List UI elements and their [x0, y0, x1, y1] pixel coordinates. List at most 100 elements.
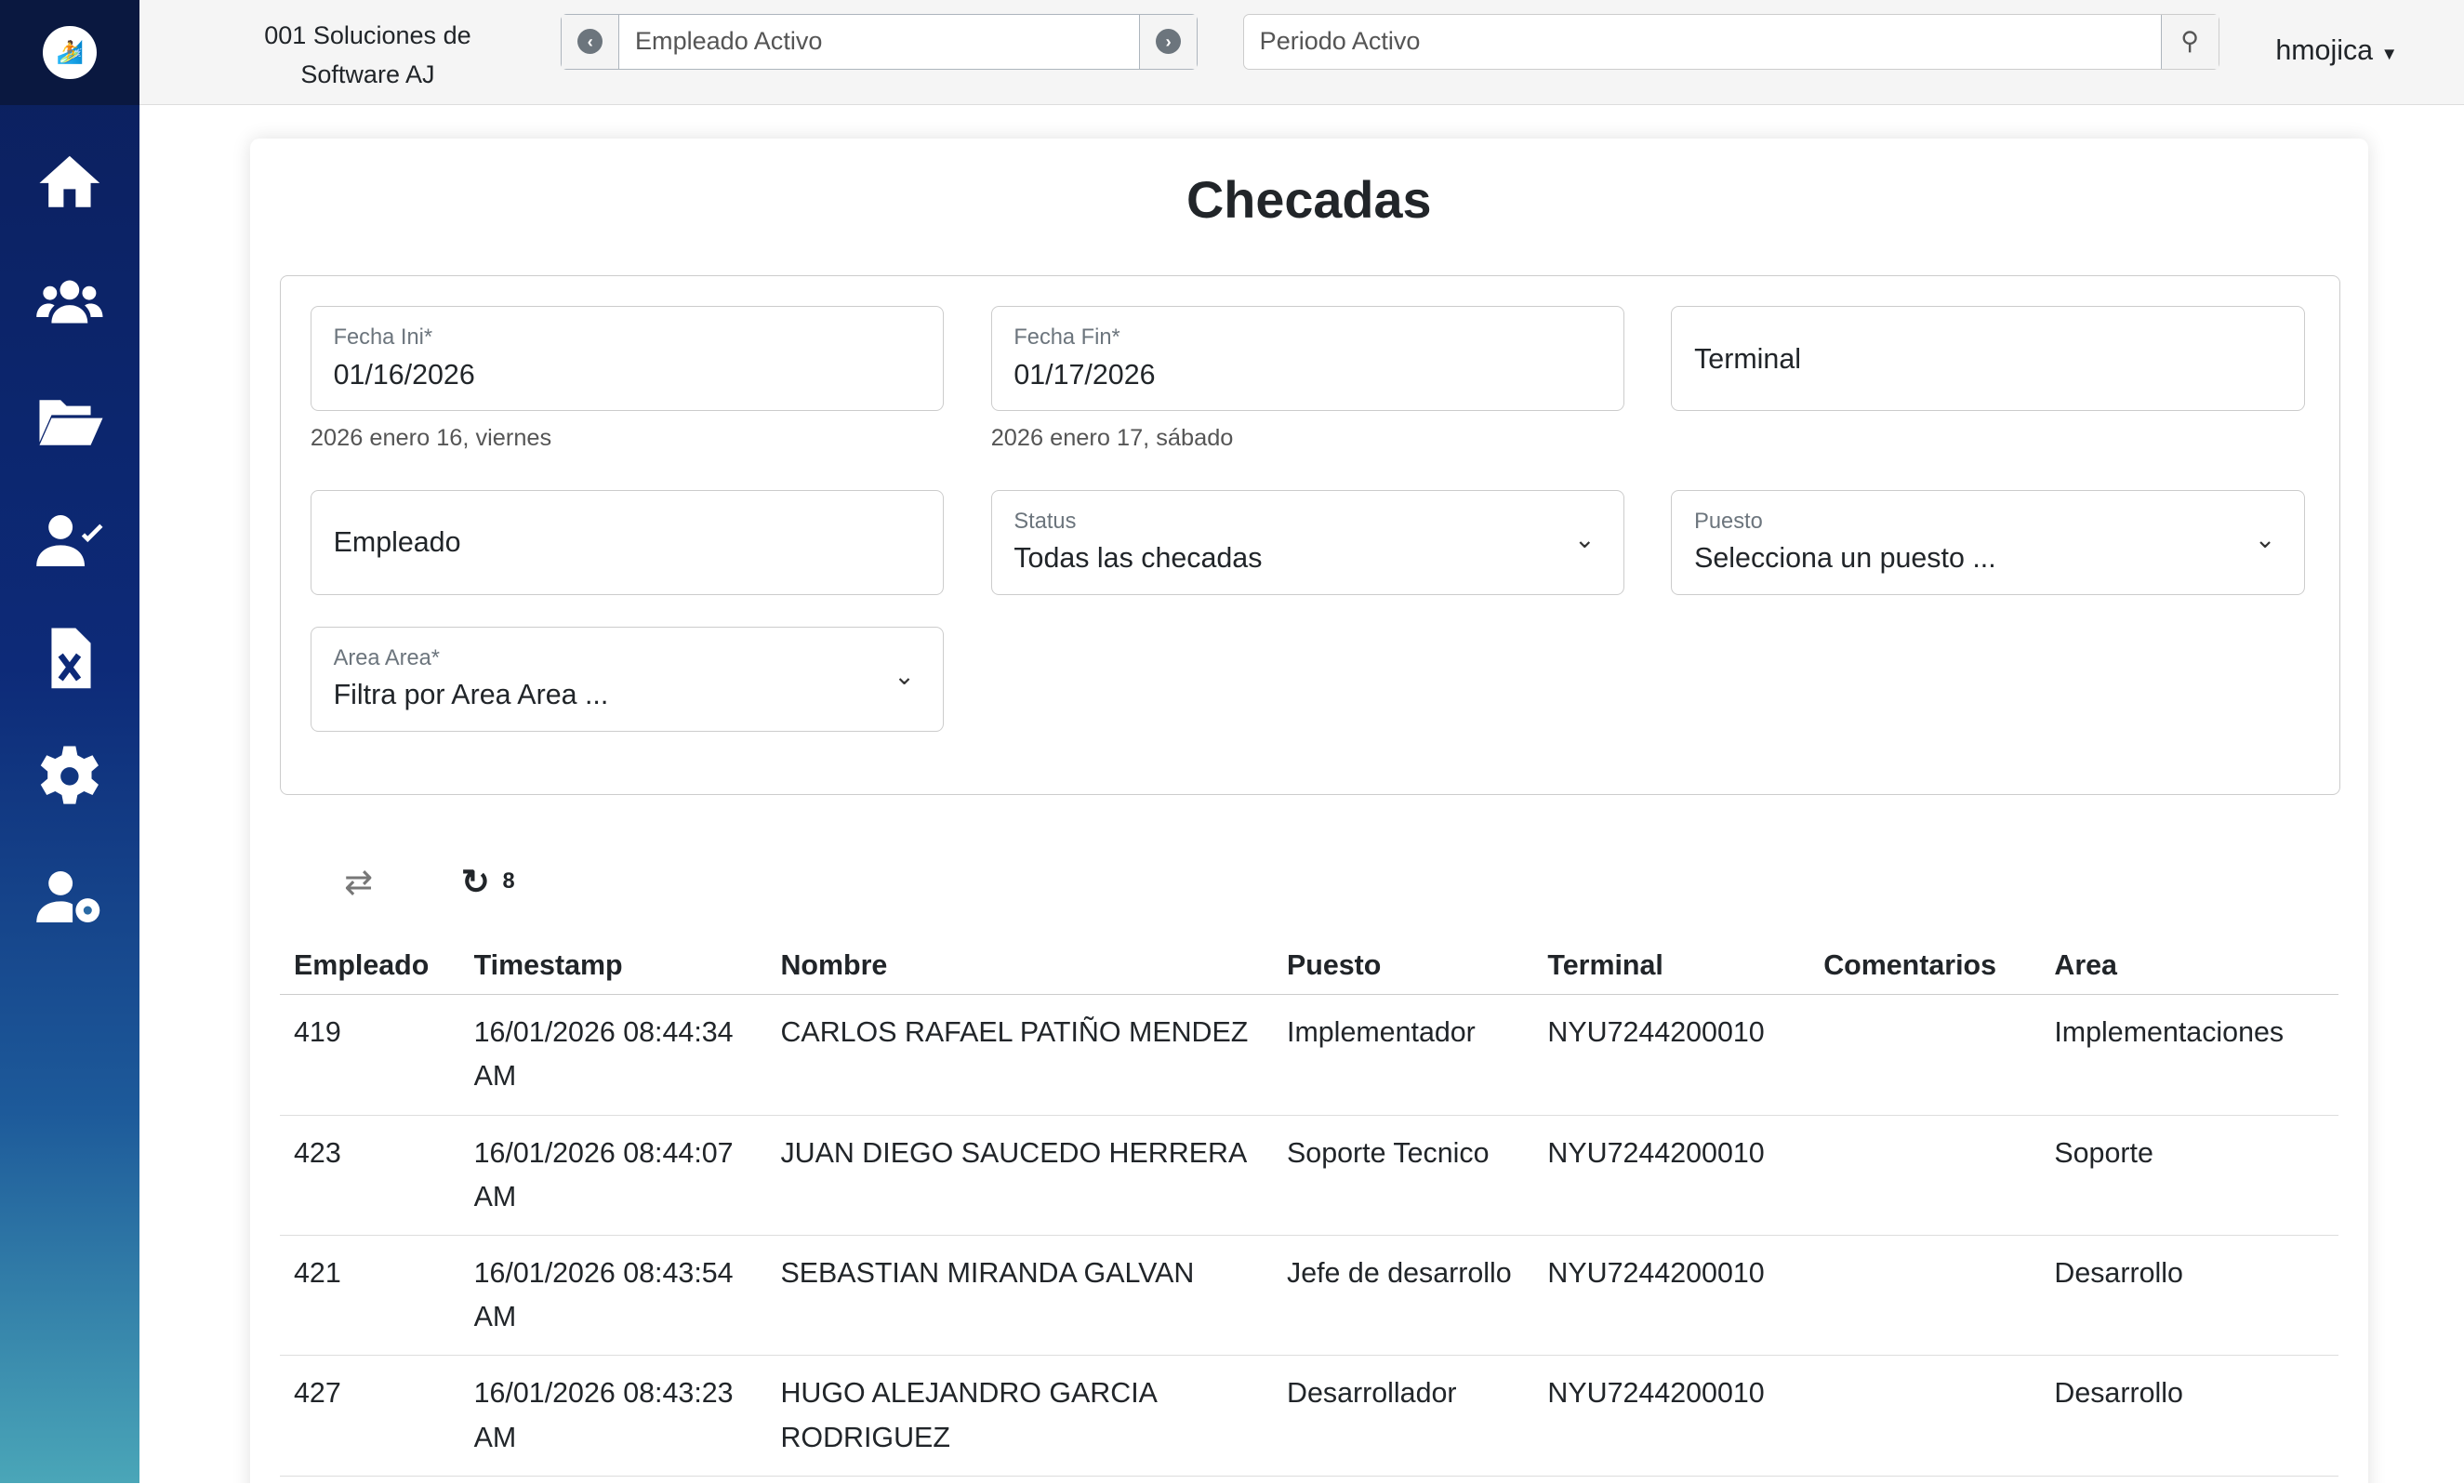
search-icon: ⚲	[2180, 27, 2200, 56]
table-cell: Soporte Tecnico	[1272, 1115, 1534, 1237]
column-header[interactable]: Nombre	[766, 936, 1273, 996]
username: hmojica	[2275, 34, 2374, 67]
area-select[interactable]: Area Area* Filtra por Area Area ... ⌄	[310, 626, 945, 733]
user-gear-icon	[36, 870, 100, 922]
home-icon	[39, 156, 100, 208]
table-cell: CARLOS RAFAEL PATIÑO MENDEZ	[766, 994, 1273, 1116]
table-cell: JUAN DIEGO SAUCEDO HERRERA	[766, 1115, 1273, 1237]
nav-user-settings[interactable]	[0, 836, 139, 955]
table-toolbar: ⇄ ↻ 8	[344, 861, 515, 902]
status-label: Status	[1013, 509, 1077, 534]
fecha-ini-label: Fecha Ini*	[333, 325, 433, 351]
table-cell: 16/01/2026 08:43:23 AM	[459, 1355, 767, 1477]
caret-down-icon: ▼	[2380, 44, 2398, 64]
status-value: Todas las checadas	[1013, 542, 1263, 575]
period-selector: Periodo Activo ⚲	[1242, 14, 2219, 70]
filters-panel: Fecha Ini* 01/16/2026 2026 enero 16, vier…	[279, 274, 2340, 796]
terminal-field[interactable]: Terminal	[1671, 305, 2305, 412]
status-select[interactable]: Status Todas las checadas ⌄	[990, 489, 1625, 596]
refresh-button[interactable]: ↻ 8	[461, 861, 515, 902]
table-cell: 16/01/2026 08:44:34 AM	[459, 994, 767, 1116]
prev-employee-button[interactable]: ‹	[562, 15, 620, 69]
table-cell: Implementaciones	[2040, 994, 2338, 1116]
table-cell: Desarrollador	[1272, 1355, 1534, 1477]
table-cell	[1808, 994, 2041, 1116]
topbar: 001 Soluciones de Software AJ ‹ Empleado…	[139, 0, 2464, 105]
table-cell: 16/01/2026 08:44:07 AM	[459, 1115, 767, 1237]
table-cell: 419	[279, 994, 460, 1116]
nav-user-check[interactable]	[0, 480, 139, 599]
checadas-card: Checadas Fecha Ini* 01/16/2026 2026 enero…	[249, 138, 2368, 1484]
nav-settings[interactable]	[0, 717, 139, 836]
file-excel-icon	[51, 628, 91, 689]
table-cell: NYU7244200010	[1533, 1115, 1809, 1237]
table-row[interactable]: 423 16/01/2026 08:44:07 AM JUAN DIEGO SAUC…	[279, 1115, 2338, 1237]
chevron-down-icon: ⌄	[2254, 524, 2276, 553]
nav-home[interactable]	[0, 124, 139, 243]
chevron-down-icon: ⌄	[1574, 524, 1596, 553]
puesto-value: Selecciona un puesto ...	[1694, 542, 1996, 575]
nav-excel[interactable]	[0, 599, 139, 718]
area-value: Filtra por Area Area ...	[333, 679, 609, 711]
fecha-fin-label: Fecha Fin*	[1013, 325, 1120, 351]
employee-selector: ‹ Empleado Activo ›	[561, 14, 1199, 70]
table-cell: Implementador	[1272, 994, 1534, 1116]
table-cell: 427	[279, 1355, 460, 1477]
fecha-ini-field[interactable]: Fecha Ini* 01/16/2026	[310, 305, 945, 412]
empleado-field[interactable]: Empleado	[310, 489, 945, 596]
puesto-select[interactable]: Puesto Selecciona un puesto ... ⌄	[1671, 489, 2305, 596]
users-icon	[36, 280, 103, 324]
column-header[interactable]: Empleado	[279, 936, 460, 996]
table-row[interactable]: 419 16/01/2026 08:44:34 AM CARLOS RAFAEL P…	[279, 994, 2338, 1116]
table-cell: Jefe de desarrollo	[1272, 1235, 1534, 1357]
company-logo[interactable]: 🏄	[43, 25, 97, 80]
toggle-button[interactable]: ⇄	[344, 861, 373, 902]
sidebar: 🏄	[0, 0, 140, 1484]
table-cell	[1808, 1115, 2041, 1237]
chevron-left-icon: ‹	[577, 29, 603, 55]
user-menu[interactable]: hmojica ▼	[2275, 34, 2398, 67]
repeat-icon: ⇄	[344, 862, 374, 902]
fecha-fin-field[interactable]: Fecha Fin* 01/17/2026	[990, 305, 1625, 412]
nav-files[interactable]	[0, 362, 139, 481]
employee-input[interactable]: Empleado Activo	[635, 27, 823, 56]
table-cell: NYU7244200010	[1533, 1355, 1809, 1477]
table-cell: HUGO ALEJANDRO GARCIA RODRIGUEZ	[766, 1355, 1273, 1477]
page-title: Checadas	[1186, 170, 1432, 229]
fecha-ini-value: 01/16/2026	[333, 358, 475, 391]
chevron-right-icon: ›	[1156, 29, 1182, 55]
puesto-label: Puesto	[1694, 509, 1763, 534]
table-cell: 421	[279, 1235, 460, 1357]
chevron-down-icon: ⌄	[894, 661, 915, 690]
company-name: 001 Soluciones de Software AJ	[264, 20, 471, 89]
column-header[interactable]: Terminal	[1533, 936, 1809, 996]
period-input[interactable]: Periodo Activo	[1259, 27, 1421, 56]
search-button[interactable]: ⚲	[2160, 15, 2219, 69]
table-cell	[1808, 1355, 2041, 1477]
record-count: 8	[502, 868, 515, 894]
table-cell: Desarrollo	[2040, 1355, 2338, 1477]
table-cell	[1808, 1235, 2041, 1357]
table-cell: Soporte	[2040, 1115, 2338, 1237]
column-header[interactable]: Area	[2040, 936, 2338, 996]
terminal-placeholder: Terminal	[1694, 342, 1802, 375]
nav-employees[interactable]	[0, 243, 139, 362]
fecha-fin-value: 01/17/2026	[1013, 358, 1156, 391]
column-header[interactable]: Comentarios	[1808, 936, 2041, 996]
refresh-icon: ↻	[460, 862, 491, 902]
table-cell: 423	[279, 1115, 460, 1237]
next-employee-button[interactable]: ›	[1139, 15, 1198, 69]
column-header[interactable]: Timestamp	[459, 936, 767, 996]
table-cell: NYU7244200010	[1533, 994, 1809, 1116]
table-row[interactable]: 421 16/01/2026 08:43:54 AM SEBASTIAN MIRAN…	[279, 1235, 2338, 1357]
table-cell: Desarrollo	[2040, 1235, 2338, 1357]
empleado-placeholder: Empleado	[333, 526, 461, 559]
table-cell: NYU7244200010	[1533, 1235, 1809, 1357]
table-cell: SEBASTIAN MIRANDA GALVAN	[766, 1235, 1273, 1357]
table-cell: 16/01/2026 08:43:54 AM	[459, 1235, 767, 1357]
column-header[interactable]: Puesto	[1272, 936, 1534, 996]
folder-open-icon	[39, 399, 103, 445]
area-label: Area Area*	[333, 645, 440, 670]
table-row[interactable]: 427 16/01/2026 08:43:23 AM HUGO ALEJANDRO …	[279, 1355, 2338, 1477]
checadas-table: Empleado Timestamp Nombre Puesto Terminal Com…	[279, 936, 2338, 1477]
